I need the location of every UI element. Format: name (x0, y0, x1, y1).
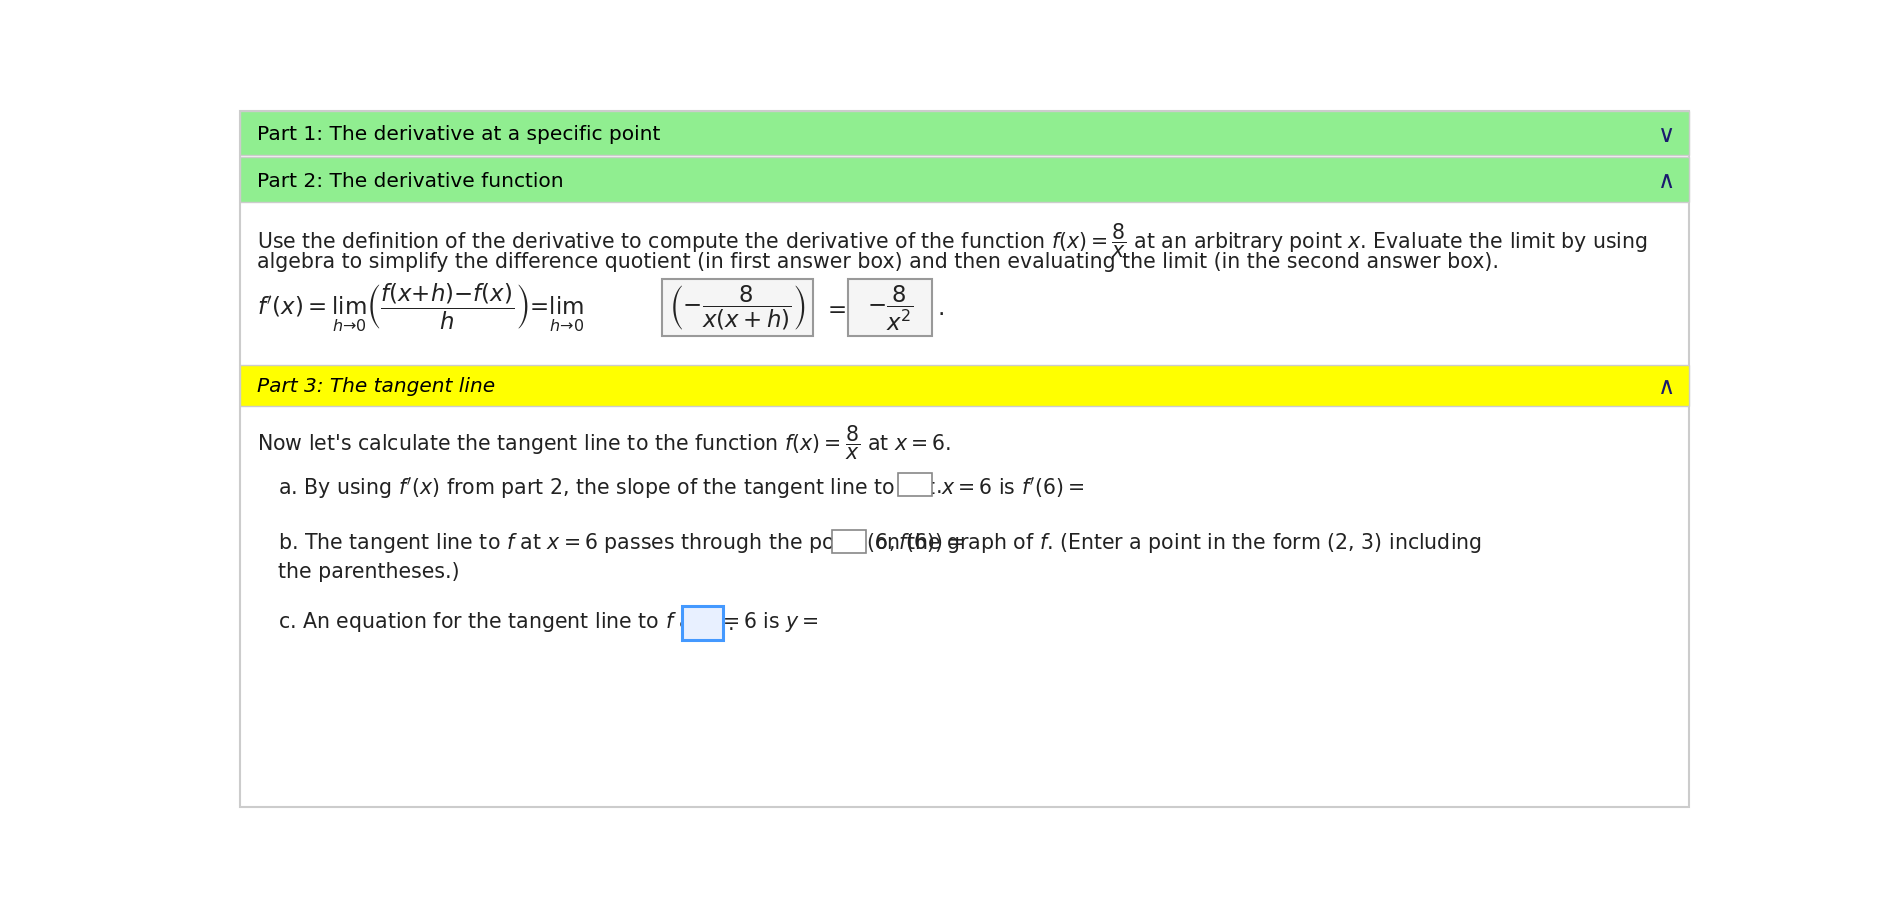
Text: a. By using $f'(x)$ from part 2, the slope of the tangent line to $f$ at $x = 6$: a. By using $f'(x)$ from part 2, the slo… (279, 475, 1084, 501)
Text: ∧: ∧ (1658, 169, 1675, 193)
Bar (239, 158, 1690, 202)
Text: algebra to simplify the difference quotient (in first answer box) and then evalu: algebra to simplify the difference quoti… (258, 251, 1498, 271)
Bar (898, 473, 932, 496)
Text: $.$: $.$ (935, 476, 941, 496)
Text: $\left(-\dfrac{8}{x(x+h)}\right)$: $\left(-\dfrac{8}{x(x+h)}\right)$ (668, 283, 805, 332)
Text: $=$: $=$ (824, 296, 847, 319)
Text: Part 3: The tangent line: Part 3: The tangent line (258, 377, 495, 395)
Text: b. The tangent line to $f$ at $x = 6$ passes through the point $(6, f(6)) =$: b. The tangent line to $f$ at $x = 6$ pa… (279, 531, 964, 555)
Text: Now let's calculate the tangent line to the function $f(x) = \dfrac{8}{x}$ at $x: Now let's calculate the tangent line to … (258, 423, 950, 462)
Bar (661, 280, 813, 336)
Text: on the graph of $f$. (Enter a point in the form (2, 3) including: on the graph of $f$. (Enter a point in t… (873, 531, 1481, 555)
Text: $.$: $.$ (937, 296, 943, 319)
Text: c. An equation for the tangent line to $f$ at $x = 6$ is $y =$: c. An equation for the tangent line to $… (279, 609, 819, 633)
Text: ∨: ∨ (1658, 123, 1675, 147)
Text: Part 2: The derivative function: Part 2: The derivative function (258, 171, 563, 190)
Text: $f'(x) = \lim_{h \to 0} \left( \dfrac{f(x+h)-f(x)}{h} \right) = \lim_{h \to 0}$: $f'(x) = \lim_{h \to 0} \left( \dfrac{f(… (258, 281, 583, 333)
Bar (683, 606, 723, 640)
Bar (849, 280, 932, 336)
Bar (239, 112, 1690, 157)
Text: $-\dfrac{8}{x^2}$: $-\dfrac{8}{x^2}$ (868, 283, 913, 333)
Text: ∧: ∧ (1658, 374, 1675, 398)
Text: Use the definition of the derivative to compute the derivative of the function $: Use the definition of the derivative to … (258, 220, 1649, 260)
Text: the parentheses.): the parentheses.) (279, 561, 459, 581)
Text: Part 1: The derivative at a specific point: Part 1: The derivative at a specific poi… (258, 125, 661, 144)
Bar (832, 530, 866, 553)
Text: $.$: $.$ (726, 613, 732, 633)
Bar (239, 365, 1690, 407)
